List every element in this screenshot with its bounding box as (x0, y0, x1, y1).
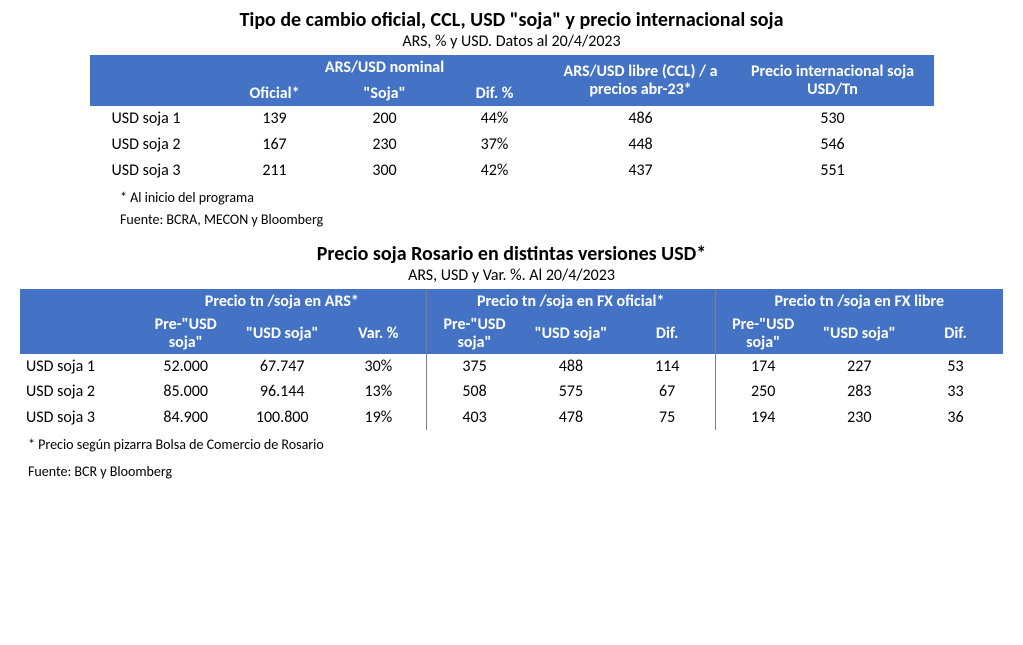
table-row: USD soja 1 52.000 67.747 30% 375 488 114… (20, 354, 1003, 380)
table2-source: Fuente: BCR y Bloomberg (28, 461, 1003, 483)
cell: 30% (331, 354, 427, 380)
row-label: USD soja 1 (90, 106, 220, 132)
cell: 139 (220, 106, 330, 132)
cell: 194 (715, 405, 811, 431)
cell: 53 (908, 354, 1003, 380)
table2-sub: Dif. (908, 314, 1003, 353)
row-label: USD soja 3 (20, 405, 138, 431)
cell: 283 (811, 379, 908, 405)
row-label: USD soja 3 (90, 158, 220, 184)
table2-sub: "USD soja" (234, 314, 331, 353)
cell: 546 (732, 132, 934, 158)
cell: 167 (220, 132, 330, 158)
cell: 37% (440, 132, 550, 158)
table2-footnote: * Precio según pizarra Bolsa de Comercio… (28, 434, 1003, 456)
cell: 52.000 (138, 354, 234, 380)
table1-header: ARS/USD nominal ARS/USD libre (CCL) / a … (90, 55, 934, 106)
cell: 508 (426, 379, 522, 405)
table-row: USD soja 3 84.900 100.800 19% 403 478 75… (20, 405, 1003, 431)
cell: 44% (440, 106, 550, 132)
cell: 448 (550, 132, 732, 158)
table1-hdr-g2: ARS/USD libre (CCL) / a precios abr-23* (550, 55, 732, 106)
cell: 174 (715, 354, 811, 380)
page: Tipo de cambio oficial, CCL, USD "soja" … (0, 0, 1023, 645)
cell: 67 (620, 379, 715, 405)
cell: 114 (620, 354, 715, 380)
cell: 200 (330, 106, 440, 132)
table2-sub: "USD soja" (522, 314, 619, 353)
table2-hdr-blank (20, 289, 138, 354)
table2-header: Precio tn /soja en ARS* Precio tn /soja … (20, 289, 1003, 354)
table-row: USD soja 2 167 230 37% 448 546 (90, 132, 934, 158)
table1-sub-c2: "Soja" (330, 81, 440, 107)
cell: 75 (620, 405, 715, 431)
table-row: USD soja 2 85.000 96.144 13% 508 575 67 … (20, 379, 1003, 405)
table1: ARS/USD nominal ARS/USD libre (CCL) / a … (90, 55, 934, 183)
cell: 211 (220, 158, 330, 184)
table1-body: USD soja 1 139 200 44% 486 530 USD soja … (90, 106, 934, 183)
row-label: USD soja 2 (20, 379, 138, 405)
row-label: USD soja 1 (20, 354, 138, 380)
cell: 437 (550, 158, 732, 184)
table1-footnote: * Al inicio del programa (120, 189, 1003, 207)
cell: 575 (522, 379, 619, 405)
cell: 530 (732, 106, 934, 132)
table1-source: Fuente: BCRA, MECON y Bloomberg (120, 211, 1003, 229)
cell: 36 (908, 405, 1003, 431)
table2-subtitle: ARS, USD y Var. %. Al 20/4/2023 (20, 266, 1003, 285)
table-row: USD soja 3 211 300 42% 437 551 (90, 158, 934, 184)
table1-subtitle: ARS, % y USD. Datos al 20/4/2023 (20, 32, 1003, 51)
cell: 230 (330, 132, 440, 158)
table1-hdr-blank (90, 55, 220, 106)
cell: 230 (811, 405, 908, 431)
cell: 100.800 (234, 405, 331, 431)
table2-hdr-g2: Precio tn /soja en FX oficial* (426, 289, 715, 315)
cell: 488 (522, 354, 619, 380)
cell: 227 (811, 354, 908, 380)
table1-sub-c1: Oficial* (220, 81, 330, 107)
table2-sub: Var. % (331, 314, 427, 353)
table2-sub: "USD soja" (811, 314, 908, 353)
cell: 478 (522, 405, 619, 431)
table-row: USD soja 1 139 200 44% 486 530 (90, 106, 934, 132)
table1-hdr-g1: ARS/USD nominal (220, 55, 550, 81)
cell: 19% (331, 405, 427, 431)
table2-sub: Pre-"USD soja" (715, 314, 811, 353)
row-label: USD soja 2 (90, 132, 220, 158)
cell: 84.900 (138, 405, 234, 431)
cell: 42% (440, 158, 550, 184)
table2-sub: Dif. (620, 314, 715, 353)
cell: 300 (330, 158, 440, 184)
table2-sub: Pre-"USD soja" (138, 314, 234, 353)
table1-title: Tipo de cambio oficial, CCL, USD "soja" … (20, 8, 1003, 32)
table2-sub: Pre-"USD soja" (426, 314, 522, 353)
cell: 551 (732, 158, 934, 184)
cell: 403 (426, 405, 522, 431)
cell: 85.000 (138, 379, 234, 405)
table2: Precio tn /soja en ARS* Precio tn /soja … (20, 289, 1003, 431)
table2-title: Precio soja Rosario en distintas version… (20, 242, 1003, 266)
cell: 13% (331, 379, 427, 405)
cell: 33 (908, 379, 1003, 405)
cell: 375 (426, 354, 522, 380)
cell: 486 (550, 106, 732, 132)
table1-sub-c3: Dif. % (440, 81, 550, 107)
cell: 67.747 (234, 354, 331, 380)
table2-body: USD soja 1 52.000 67.747 30% 375 488 114… (20, 354, 1003, 431)
table2-hdr-g1: Precio tn /soja en ARS* (138, 289, 426, 315)
table2-hdr-g3: Precio tn /soja en FX libre (715, 289, 1003, 315)
cell: 250 (715, 379, 811, 405)
cell: 96.144 (234, 379, 331, 405)
table1-hdr-g3: Precio internacional soja USD/Tn (732, 55, 934, 106)
